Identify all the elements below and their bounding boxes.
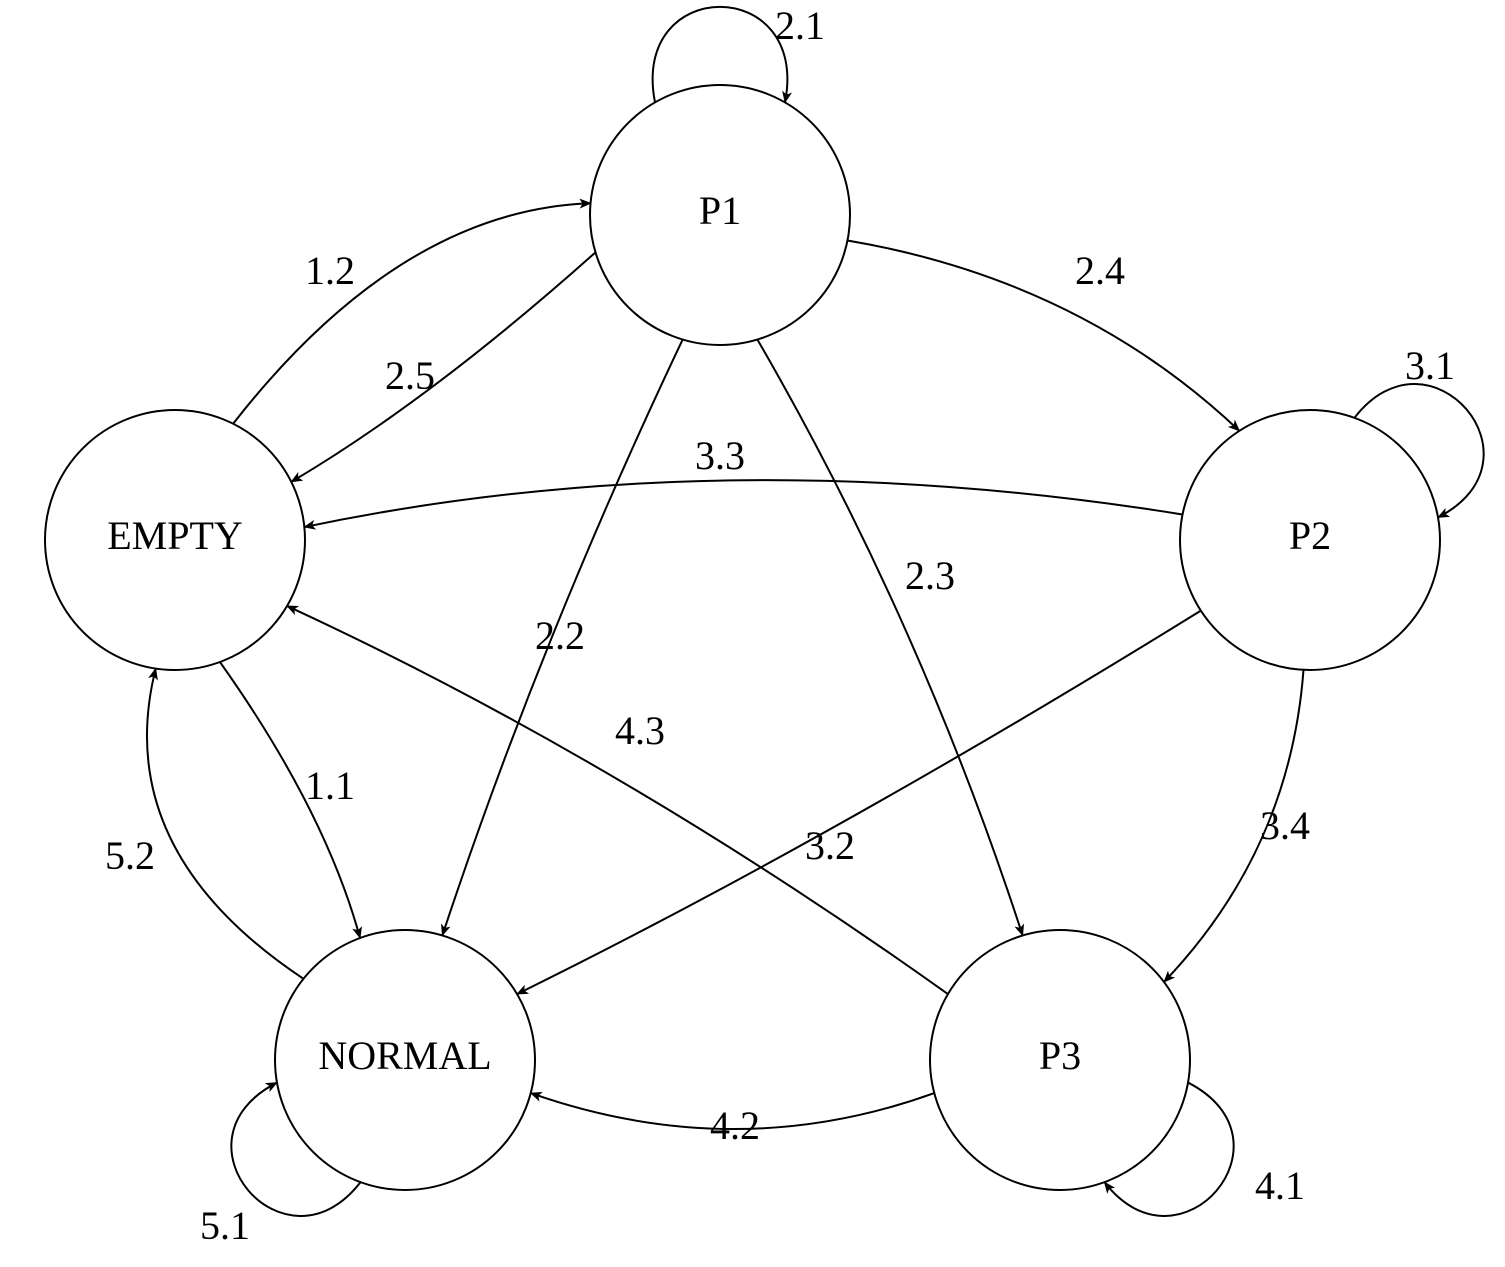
node-label-normal: NORMAL xyxy=(318,1033,491,1078)
edge-label-e23: 2.3 xyxy=(905,553,955,598)
edge-e51 xyxy=(231,1083,360,1216)
node-normal: NORMAL xyxy=(275,930,535,1190)
node-empty: EMPTY xyxy=(45,410,305,670)
edge-e52 xyxy=(147,669,304,979)
node-label-p2: P2 xyxy=(1289,513,1331,558)
edge-label-e31: 3.1 xyxy=(1405,343,1455,388)
node-p3: P3 xyxy=(930,930,1190,1190)
edge-label-e22: 2.2 xyxy=(535,613,585,658)
edge-e31 xyxy=(1354,384,1483,517)
edge-label-e24: 2.4 xyxy=(1075,248,1125,293)
edge-e43 xyxy=(287,606,948,994)
edge-label-e34: 3.4 xyxy=(1260,803,1310,848)
edge-label-e32: 3.2 xyxy=(805,823,855,868)
edge-label-e21: 2.1 xyxy=(775,3,825,48)
node-label-empty: EMPTY xyxy=(107,513,243,558)
edge-e21 xyxy=(653,7,788,103)
edge-label-e42: 4.2 xyxy=(710,1103,760,1148)
edge-label-e25: 2.5 xyxy=(385,353,435,398)
edge-e24 xyxy=(847,240,1239,430)
node-p1: P1 xyxy=(590,85,850,345)
edge-label-e11: 1.1 xyxy=(305,763,355,808)
edge-label-e52: 5.2 xyxy=(105,833,155,878)
node-label-p1: P1 xyxy=(699,188,741,233)
node-p2: P2 xyxy=(1180,410,1440,670)
state-diagram: P1 P2 P3 NORMAL EMPTY 1.1 1.2 2.1 2.2 2.3 2.4 2.5 3… xyxy=(0,0,1505,1267)
node-label-p3: P3 xyxy=(1039,1033,1081,1078)
edge-label-e33: 3.3 xyxy=(695,433,745,478)
edge-label-e41: 4.1 xyxy=(1255,1163,1305,1208)
edge-e33 xyxy=(304,480,1182,527)
edge-e41 xyxy=(1104,1083,1233,1216)
edge-label-e51: 5.1 xyxy=(200,1203,250,1248)
edge-e23 xyxy=(757,340,1022,936)
edge-label-e43: 4.3 xyxy=(615,708,665,753)
edge-label-e12: 1.2 xyxy=(305,248,355,293)
